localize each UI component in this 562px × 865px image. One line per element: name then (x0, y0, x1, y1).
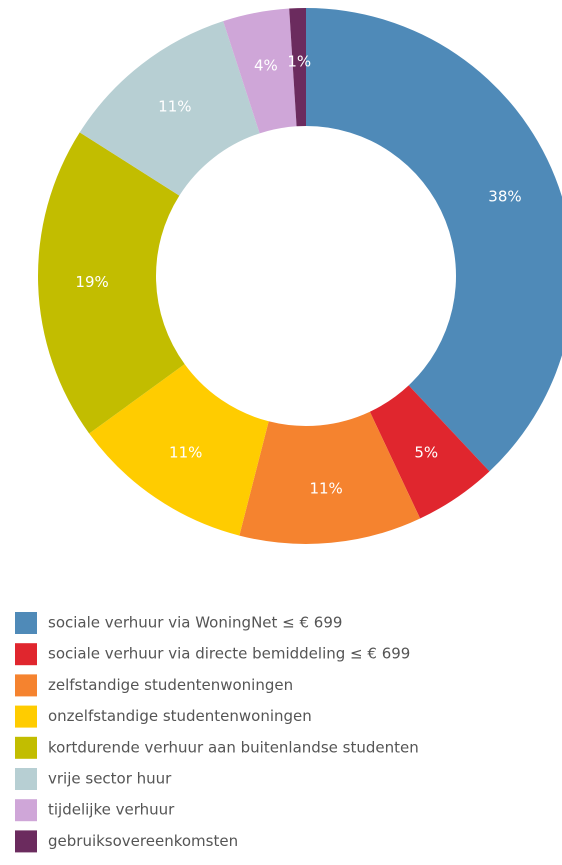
slice-label: 4% (254, 56, 278, 74)
legend-label: sociale verhuur via directe bemiddeling … (48, 645, 410, 663)
slice (79, 21, 260, 196)
slice-label: 11% (309, 480, 342, 498)
legend-label: gebruiksovereenkomsten (48, 832, 238, 850)
slice (289, 8, 306, 127)
legend-swatch (15, 643, 37, 666)
legend-label: sociale verhuur via WoningNet ≤ € 699 (48, 614, 342, 632)
legend-swatch (15, 736, 37, 759)
legend-label: onzelfstandige studentenwoningen (48, 707, 312, 725)
slice (239, 411, 421, 544)
legend-swatch (15, 799, 37, 822)
slice-label: 11% (158, 97, 191, 115)
legend-swatch (15, 830, 37, 853)
slice (223, 8, 297, 134)
slice-label: 1% (287, 53, 311, 71)
slice-label: 5% (414, 443, 438, 461)
legend-label: kortdurende verhuur aan buitenlandse stu… (48, 738, 419, 756)
slice-label: 19% (75, 273, 108, 291)
legend-swatch (15, 705, 37, 728)
slice (369, 385, 490, 519)
slice (38, 132, 185, 434)
legend-label: tijdelijke verhuur (48, 801, 175, 819)
slice (89, 364, 269, 536)
slice (306, 8, 562, 472)
slice-label: 11% (169, 443, 202, 461)
legend-swatch (15, 674, 37, 697)
slice-label: 38% (488, 188, 521, 206)
legend-swatch (15, 612, 37, 634)
legend-label: vrije sector huur (48, 770, 172, 788)
legend-swatch (15, 768, 37, 790)
legend-label: zelfstandige studentenwoningen (48, 676, 293, 694)
